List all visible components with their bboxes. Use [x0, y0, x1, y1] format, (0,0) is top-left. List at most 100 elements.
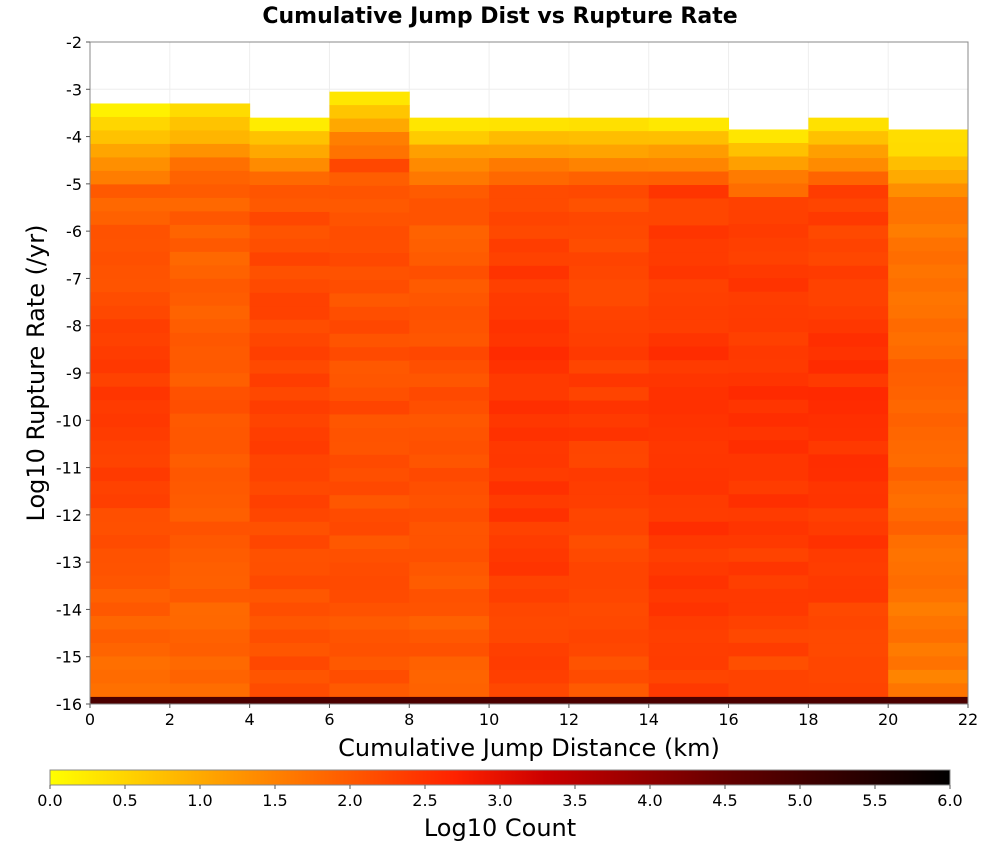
x-tick-label: 18 [798, 710, 818, 729]
heatmap-cell [249, 373, 330, 388]
heatmap-cell [648, 481, 730, 496]
heatmap-cell [169, 400, 251, 415]
heatmap-cell [568, 616, 650, 631]
heatmap-cell [249, 238, 330, 253]
heatmap-cell [489, 373, 570, 388]
heatmap-cell [808, 158, 889, 173]
heatmap-cell [888, 278, 969, 293]
heatmap-cell [409, 346, 490, 361]
heatmap-cell [728, 372, 809, 387]
heatmap-cell [169, 157, 251, 172]
heatmap-cell [409, 198, 490, 213]
heatmap-cell [888, 332, 969, 347]
heatmap-cell [568, 602, 650, 617]
heatmap-cell [409, 265, 490, 280]
heatmap-cell [888, 548, 969, 563]
heatmap-cell [489, 144, 570, 159]
heatmap-cell [728, 521, 809, 536]
heatmap-cell [648, 279, 730, 294]
heatmap-cell [409, 440, 490, 455]
heatmap-cell [169, 615, 251, 630]
heatmap-cell [568, 185, 650, 199]
heatmap-cell [648, 158, 730, 173]
heatmap-cell [728, 278, 809, 293]
heatmap-cell [648, 548, 730, 563]
heatmap-cell [489, 333, 570, 348]
heatmap-cell [90, 427, 171, 442]
heatmap-cell [169, 629, 251, 644]
heatmap-cell [728, 413, 809, 428]
heatmap-cell [888, 156, 969, 171]
heatmap-cell [648, 252, 730, 267]
y-tick-label: -12 [56, 506, 82, 525]
heatmap-cell [888, 642, 969, 657]
heatmap-cell [808, 225, 889, 240]
heatmap-cell [648, 683, 730, 698]
heatmap-cell [888, 305, 969, 320]
y-tick-label: -11 [56, 459, 82, 478]
heatmap-cell [808, 238, 889, 253]
heatmap-cell [648, 643, 730, 657]
heatmap-cell [409, 225, 490, 240]
heatmap-cell [90, 440, 171, 455]
heatmap-cell [728, 345, 809, 360]
heatmap-cell [169, 116, 251, 131]
heatmap-cell [409, 494, 490, 509]
y-tick-label: -10 [56, 411, 82, 430]
heatmap-cell [169, 427, 251, 442]
heatmap-cell [249, 481, 330, 496]
heatmap-cell [90, 130, 171, 145]
heatmap-cell [329, 105, 410, 120]
heatmap-cell [90, 508, 171, 523]
heatmap-cell [169, 467, 251, 482]
heatmap-cell [409, 454, 490, 469]
heatmap-bottom-row [90, 696, 968, 704]
heatmap-cell [409, 158, 490, 173]
heatmap-cell [329, 670, 410, 684]
heatmap-cell [808, 481, 889, 496]
heatmap-cell [409, 387, 490, 402]
x-tick-label: 22 [958, 710, 978, 729]
heatmap-cell [489, 211, 570, 226]
heatmap-cell [568, 333, 650, 348]
heatmap-cell [249, 454, 330, 469]
heatmap-cell [568, 144, 650, 159]
heatmap-cell [169, 211, 251, 226]
heatmap-cell [329, 589, 410, 604]
y-tick-label: -4 [66, 128, 82, 147]
heatmap-cell [249, 131, 330, 146]
heatmap-cell [728, 588, 809, 603]
heatmap-cell [808, 117, 889, 132]
heatmap-cell [169, 373, 251, 388]
colorbar-tick-label: 2.0 [337, 791, 362, 810]
heatmap-cell [808, 535, 889, 550]
heatmap-cell [648, 467, 730, 482]
heatmap-cell [568, 575, 650, 590]
heatmap-cell [409, 669, 490, 684]
heatmap-cell [329, 414, 410, 429]
heatmap-cell [169, 508, 251, 523]
heatmap-cell [409, 319, 490, 334]
heatmap-cell [249, 117, 330, 132]
heatmap-cell [728, 615, 809, 630]
heatmap-cell [329, 91, 410, 106]
heatmap-cell [169, 589, 251, 603]
heatmap-cell [329, 656, 410, 671]
heatmap-cell [409, 589, 490, 604]
heatmap-cell [169, 184, 251, 199]
heatmap-cell [90, 467, 171, 482]
heatmap-cell [888, 237, 969, 252]
heatmap-cell [329, 602, 410, 617]
colorbar-tick-label: 5.0 [787, 791, 812, 810]
heatmap-cell [409, 279, 490, 294]
heatmap-cell [329, 643, 410, 658]
heatmap-cell [568, 373, 650, 388]
heatmap-cell [249, 144, 330, 159]
heatmap-cell [169, 494, 251, 509]
x-tick-label: 14 [639, 710, 659, 729]
y-tick-label: -6 [66, 222, 82, 241]
heatmap-cell [409, 629, 490, 644]
heatmap-cell [648, 669, 730, 684]
heatmap-cell [409, 535, 490, 550]
heatmap-cell [728, 602, 809, 617]
